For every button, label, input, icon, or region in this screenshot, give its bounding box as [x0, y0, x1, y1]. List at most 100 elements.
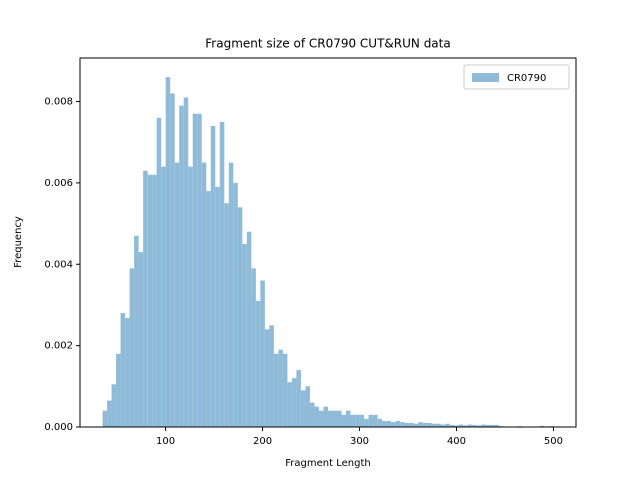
histogram-bar — [373, 414, 378, 427]
histogram-bar — [440, 424, 446, 427]
histogram-bar — [197, 113, 202, 427]
histogram-bar — [210, 125, 216, 428]
histogram-bar — [228, 162, 234, 428]
histogram-bar — [422, 422, 428, 427]
histogram-bar — [161, 166, 166, 428]
histogram-bar — [395, 420, 401, 427]
histogram-bar — [300, 390, 306, 427]
histogram-bar — [458, 424, 464, 427]
histogram-bar — [269, 325, 274, 427]
histogram-bar — [494, 424, 500, 427]
histogram-bar — [377, 418, 383, 427]
histogram-bar — [296, 370, 301, 427]
histogram-bar — [138, 252, 144, 427]
histogram-bar — [431, 423, 437, 427]
histogram-bar — [449, 424, 455, 427]
histogram-bar — [291, 378, 297, 427]
histogram-bar — [192, 113, 198, 427]
histogram-bar — [323, 406, 328, 427]
histogram-bar — [355, 414, 360, 427]
histogram-bar — [147, 174, 153, 427]
histogram-bar — [418, 422, 423, 427]
histogram-bar — [224, 203, 229, 427]
legend-box — [463, 64, 570, 90]
histogram-bar — [391, 422, 396, 427]
histogram-bar — [368, 414, 374, 427]
x-tick-label: 500 — [544, 436, 563, 447]
histogram-bar — [111, 384, 117, 427]
histogram-bar — [400, 422, 405, 427]
histogram-bar — [152, 174, 157, 427]
y-axis-label: Frequency — [13, 216, 24, 268]
histogram-bar — [260, 280, 265, 427]
histogram-bar — [129, 268, 135, 427]
histogram-bar — [107, 400, 112, 427]
histogram-bar — [404, 422, 410, 427]
y-tick-label: 0.008 — [44, 97, 73, 108]
histogram-bar — [413, 423, 419, 427]
histogram-bar — [341, 414, 347, 427]
histogram-bar — [481, 424, 486, 427]
histogram-bar — [156, 117, 162, 428]
histogram-bar — [386, 420, 392, 427]
histogram-bar — [490, 424, 495, 427]
histogram-bar — [165, 77, 171, 427]
histogram-bar — [125, 317, 130, 427]
histogram-bar — [318, 410, 324, 427]
y-tick-label: 0.006 — [44, 178, 73, 189]
histogram-bar — [215, 186, 220, 427]
axes-frame — [79, 57, 577, 428]
histogram-bar — [364, 418, 369, 427]
histogram-bar — [183, 97, 189, 427]
histogram-bar — [436, 423, 441, 427]
legend-swatch — [472, 73, 499, 82]
histogram-bar — [170, 93, 175, 427]
histogram-bar — [233, 182, 238, 427]
histogram-bar — [102, 410, 108, 427]
histogram-bar — [409, 422, 414, 427]
y-tick-label: 0.000 — [44, 422, 73, 433]
histogram-bar — [273, 353, 279, 427]
histogram-bar — [264, 329, 270, 427]
histogram-bar — [350, 414, 356, 427]
histogram-bar — [251, 268, 256, 427]
legend-label: CR0790 — [507, 73, 546, 84]
histogram-bar — [314, 406, 319, 427]
histogram-bar — [143, 170, 148, 428]
chart-title: Fragment size of CR0790 CUT&RUN data — [205, 37, 450, 51]
histogram-bar — [539, 425, 545, 427]
x-tick-label: 200 — [253, 436, 272, 447]
histogram-bar — [382, 420, 387, 427]
histogram-bar — [174, 162, 180, 428]
histogram-bar — [332, 410, 338, 427]
histogram-bar — [287, 382, 292, 427]
histogram-bar — [219, 121, 225, 428]
histogram-bar — [476, 425, 482, 427]
histogram-bar — [309, 402, 315, 427]
histogram-bar — [206, 191, 211, 427]
histogram-bar — [179, 105, 184, 427]
histogram-bar — [472, 424, 477, 427]
histogram-bar — [255, 300, 261, 427]
histogram-bar — [328, 410, 333, 427]
histogram-bar — [242, 243, 247, 427]
histogram-bar — [305, 386, 310, 427]
histogram-bar — [278, 349, 283, 427]
y-tick-label: 0.002 — [44, 341, 73, 352]
x-tick-label: 300 — [350, 436, 369, 447]
histogram-bar — [463, 425, 468, 427]
histogram-bar — [120, 313, 126, 427]
histogram-bar — [346, 410, 351, 427]
histogram-bar — [246, 231, 252, 427]
x-tick-label: 100 — [156, 436, 175, 447]
y-tick-label: 0.004 — [44, 259, 73, 270]
histogram-bar — [454, 425, 459, 427]
histogram-bar — [359, 414, 365, 427]
histogram-bar — [237, 207, 243, 427]
x-axis-label: Fragment Length — [285, 458, 370, 469]
histogram-bar — [467, 424, 473, 427]
histogram-bar — [134, 235, 139, 427]
histogram-bar — [201, 162, 207, 428]
histogram-bar — [188, 166, 193, 428]
